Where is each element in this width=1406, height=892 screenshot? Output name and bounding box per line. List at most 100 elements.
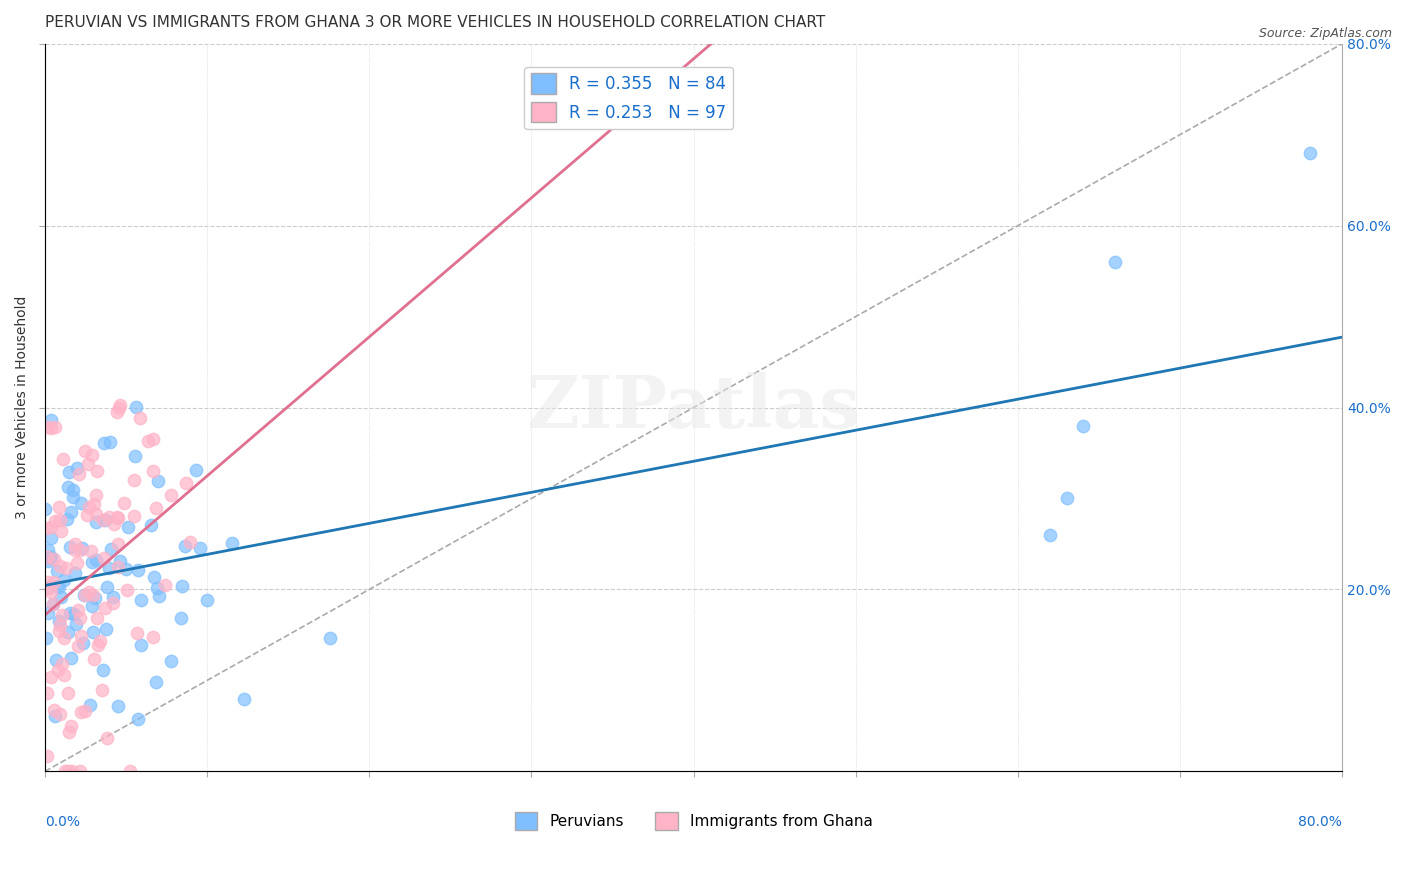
Peruvians xyxy=(70,541,93,555)
Peruvians xyxy=(108,554,131,568)
Immigrants from Ghana xyxy=(107,536,129,550)
Immigrants from Ghana xyxy=(69,543,91,558)
Peruvians xyxy=(39,550,62,565)
Immigrants from Ghana xyxy=(35,550,58,565)
Immigrants from Ghana xyxy=(89,634,111,648)
Peruvians xyxy=(66,460,89,475)
Immigrants from Ghana xyxy=(108,401,131,416)
Peruvians xyxy=(59,607,82,621)
Immigrants from Ghana xyxy=(67,603,90,617)
Immigrants from Ghana xyxy=(39,520,62,534)
Text: Source: ZipAtlas.com: Source: ZipAtlas.com xyxy=(1258,27,1392,40)
Peruvians xyxy=(83,591,105,606)
Immigrants from Ghana xyxy=(122,509,145,524)
Peruvians xyxy=(62,607,84,621)
Immigrants from Ghana xyxy=(48,624,70,638)
Immigrants from Ghana xyxy=(49,617,72,632)
Immigrants from Ghana xyxy=(86,464,108,478)
Immigrants from Ghana xyxy=(159,487,181,501)
Immigrants from Ghana xyxy=(49,513,72,527)
Peruvians xyxy=(56,512,79,526)
Peruvians xyxy=(100,541,122,556)
Peruvians xyxy=(148,589,170,603)
Immigrants from Ghana xyxy=(127,625,149,640)
Immigrants from Ghana xyxy=(73,444,96,458)
Peruvians xyxy=(188,541,211,555)
Peruvians xyxy=(37,607,59,621)
Immigrants from Ghana xyxy=(55,561,77,575)
Peruvians xyxy=(98,435,121,450)
Immigrants from Ghana xyxy=(91,682,114,697)
Immigrants from Ghana xyxy=(51,607,73,622)
Immigrants from Ghana xyxy=(153,578,176,592)
Immigrants from Ghana xyxy=(69,764,91,779)
Peruvians xyxy=(173,539,195,553)
Immigrants from Ghana xyxy=(94,600,117,615)
Immigrants from Ghana xyxy=(145,500,167,515)
Peruvians xyxy=(115,562,138,576)
Immigrants from Ghana xyxy=(107,559,129,574)
Peruvians xyxy=(62,483,84,497)
Immigrants from Ghana xyxy=(128,411,150,425)
Peruvians xyxy=(41,531,63,545)
Peruvians xyxy=(232,691,254,706)
Peruvians xyxy=(73,588,96,602)
Peruvians xyxy=(145,675,167,690)
Immigrants from Ghana xyxy=(63,543,86,558)
Peruvians xyxy=(42,598,65,612)
Text: 0.0%: 0.0% xyxy=(45,815,80,829)
Immigrants from Ghana xyxy=(69,610,91,624)
Immigrants from Ghana xyxy=(53,764,76,779)
Peruvians xyxy=(48,615,70,629)
Immigrants from Ghana xyxy=(53,631,76,645)
Immigrants from Ghana xyxy=(77,500,100,514)
Peruvians xyxy=(39,549,62,564)
Immigrants from Ghana xyxy=(101,595,124,609)
Immigrants from Ghana xyxy=(142,432,165,446)
Text: ZIPatlas: ZIPatlas xyxy=(527,372,860,443)
Immigrants from Ghana xyxy=(69,705,91,719)
Immigrants from Ghana xyxy=(66,556,89,570)
Peruvians xyxy=(52,573,75,587)
Immigrants from Ghana xyxy=(77,457,100,471)
Immigrants from Ghana xyxy=(39,585,62,599)
Immigrants from Ghana xyxy=(98,509,121,524)
Peruvians xyxy=(44,708,66,723)
Immigrants from Ghana xyxy=(44,514,66,528)
Immigrants from Ghana xyxy=(42,551,65,566)
Immigrants from Ghana xyxy=(35,749,58,764)
Peruvians xyxy=(46,579,69,593)
Peruvians xyxy=(79,698,101,713)
Peruvians xyxy=(1071,418,1094,433)
Immigrants from Ghana xyxy=(37,420,59,434)
Peruvians xyxy=(127,563,149,577)
Peruvians xyxy=(45,652,67,666)
Peruvians xyxy=(91,663,114,677)
Immigrants from Ghana xyxy=(108,398,131,412)
Peruvians xyxy=(37,580,59,594)
Immigrants from Ghana xyxy=(122,473,145,487)
Immigrants from Ghana xyxy=(83,497,105,511)
Immigrants from Ghana xyxy=(136,434,159,449)
Peruvians xyxy=(35,631,58,645)
Peruvians xyxy=(96,622,118,636)
Peruvians xyxy=(172,579,194,593)
Immigrants from Ghana xyxy=(42,598,65,612)
Peruvians xyxy=(82,625,104,640)
Immigrants from Ghana xyxy=(70,629,93,643)
Peruvians xyxy=(56,480,79,494)
Immigrants from Ghana xyxy=(76,508,98,522)
Peruvians xyxy=(58,540,80,554)
Peruvians xyxy=(1056,491,1078,506)
Peruvians xyxy=(124,449,146,463)
Peruvians xyxy=(101,590,124,604)
Immigrants from Ghana xyxy=(37,575,59,590)
Peruvians xyxy=(34,501,56,516)
Peruvians xyxy=(48,580,70,594)
Peruvians xyxy=(80,599,103,614)
Immigrants from Ghana xyxy=(39,421,62,435)
Immigrants from Ghana xyxy=(82,588,104,602)
Peruvians xyxy=(221,536,243,550)
Peruvians xyxy=(45,564,67,578)
Peruvians xyxy=(160,654,183,668)
